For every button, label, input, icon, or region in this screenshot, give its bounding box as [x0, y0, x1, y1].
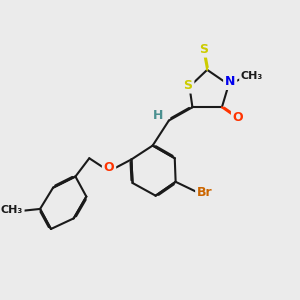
- Text: S: S: [184, 79, 193, 92]
- Text: H: H: [152, 109, 163, 122]
- Text: O: O: [233, 111, 243, 124]
- Text: Br: Br: [197, 186, 213, 199]
- Text: N: N: [225, 75, 235, 88]
- Text: S: S: [199, 43, 208, 56]
- Text: CH₃: CH₃: [241, 71, 263, 81]
- Text: O: O: [104, 161, 114, 174]
- Text: CH₃: CH₃: [1, 205, 23, 215]
